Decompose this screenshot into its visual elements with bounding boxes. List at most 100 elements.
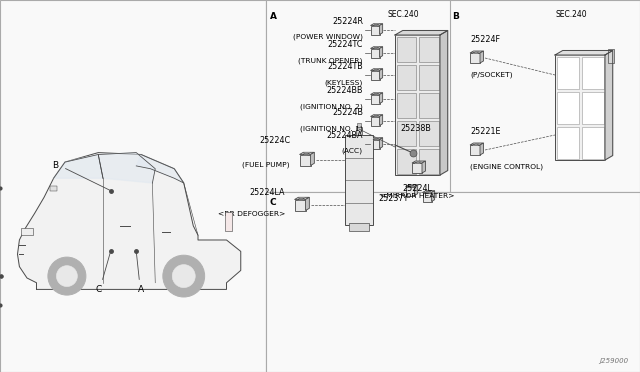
- Bar: [294, 199, 305, 211]
- Polygon shape: [294, 197, 309, 199]
- Bar: [397, 121, 416, 145]
- Text: (FUEL PUMP): (FUEL PUMP): [243, 161, 290, 167]
- Bar: [397, 148, 416, 173]
- Bar: [0, 0, 266, 372]
- Bar: [557, 126, 579, 158]
- Bar: [557, 57, 579, 89]
- Polygon shape: [412, 161, 426, 163]
- Polygon shape: [408, 185, 413, 186]
- Text: (POWER WINDOW): (POWER WINDOW): [293, 34, 363, 41]
- Polygon shape: [99, 153, 156, 183]
- Polygon shape: [470, 51, 483, 53]
- Polygon shape: [371, 24, 383, 26]
- Text: 25224TB: 25224TB: [327, 62, 363, 71]
- Polygon shape: [54, 154, 103, 178]
- Polygon shape: [480, 51, 483, 63]
- Text: 25237Y: 25237Y: [378, 194, 408, 203]
- Text: 25224LA: 25224LA: [250, 188, 285, 197]
- Text: <RR DEFOGGER>: <RR DEFOGGER>: [218, 211, 285, 217]
- Polygon shape: [415, 162, 421, 163]
- Polygon shape: [373, 70, 379, 71]
- Bar: [397, 64, 416, 90]
- Bar: [345, 135, 373, 225]
- Bar: [371, 26, 380, 35]
- Text: (IGNITION NO. 2): (IGNITION NO. 2): [300, 103, 363, 109]
- Text: (ENGINE CONTROL): (ENGINE CONTROL): [470, 164, 543, 170]
- Bar: [371, 94, 380, 103]
- Polygon shape: [371, 93, 383, 94]
- Bar: [582, 92, 604, 124]
- Polygon shape: [605, 51, 612, 160]
- Polygon shape: [555, 51, 612, 55]
- Polygon shape: [373, 47, 379, 48]
- Polygon shape: [480, 143, 483, 155]
- Text: (TRUNK OPENER): (TRUNK OPENER): [298, 57, 363, 64]
- Text: 25224TC: 25224TC: [328, 40, 363, 49]
- Polygon shape: [310, 152, 314, 166]
- Text: (KEYLESS): (KEYLESS): [324, 79, 363, 86]
- Bar: [21, 228, 33, 235]
- Bar: [371, 71, 380, 80]
- Polygon shape: [305, 197, 309, 211]
- Circle shape: [172, 264, 195, 288]
- Bar: [412, 163, 422, 173]
- Bar: [555, 55, 605, 160]
- Bar: [266, 192, 640, 372]
- Text: A: A: [138, 285, 144, 294]
- Bar: [50, 186, 58, 190]
- Bar: [406, 186, 415, 196]
- Text: SEC.240: SEC.240: [555, 10, 587, 19]
- Text: (P/SOCKET): (P/SOCKET): [470, 72, 513, 78]
- Polygon shape: [373, 25, 379, 26]
- Bar: [349, 223, 369, 231]
- Polygon shape: [373, 138, 379, 140]
- Polygon shape: [298, 198, 305, 199]
- Polygon shape: [422, 191, 435, 192]
- Bar: [371, 48, 380, 58]
- Polygon shape: [373, 115, 379, 116]
- Polygon shape: [431, 191, 435, 202]
- Bar: [419, 64, 438, 90]
- Text: A: A: [270, 12, 277, 21]
- Polygon shape: [440, 31, 448, 175]
- Text: B: B: [452, 12, 459, 21]
- Polygon shape: [17, 153, 241, 289]
- Polygon shape: [371, 69, 383, 71]
- Bar: [582, 126, 604, 158]
- Bar: [395, 35, 440, 175]
- Polygon shape: [473, 52, 479, 53]
- Bar: [356, 127, 362, 135]
- Polygon shape: [415, 185, 418, 196]
- Bar: [557, 92, 579, 124]
- Bar: [266, 0, 640, 192]
- Text: C: C: [95, 285, 102, 294]
- Bar: [608, 49, 614, 63]
- Text: (IGNITION NO. 1): (IGNITION NO. 1): [300, 125, 363, 131]
- Text: 25224C: 25224C: [259, 136, 290, 145]
- Circle shape: [56, 266, 77, 286]
- Text: 25224R: 25224R: [332, 17, 363, 26]
- Text: 25224BA: 25224BA: [326, 131, 363, 140]
- Polygon shape: [136, 154, 184, 183]
- Bar: [357, 123, 361, 127]
- Bar: [225, 212, 232, 231]
- Polygon shape: [380, 69, 383, 80]
- Polygon shape: [371, 115, 383, 116]
- Text: SEC.240: SEC.240: [388, 10, 420, 19]
- Polygon shape: [380, 24, 383, 35]
- Polygon shape: [380, 115, 383, 125]
- Bar: [422, 192, 431, 202]
- Bar: [450, 0, 640, 192]
- Polygon shape: [371, 138, 383, 140]
- Text: 25224B: 25224B: [332, 108, 363, 117]
- Bar: [371, 140, 380, 148]
- Text: 25238B: 25238B: [400, 124, 431, 133]
- Text: 25221E: 25221E: [470, 127, 500, 136]
- Bar: [419, 93, 438, 118]
- Bar: [371, 116, 380, 125]
- Bar: [397, 36, 416, 61]
- Bar: [470, 145, 480, 155]
- Polygon shape: [303, 153, 310, 154]
- Polygon shape: [473, 144, 479, 145]
- Circle shape: [48, 257, 86, 295]
